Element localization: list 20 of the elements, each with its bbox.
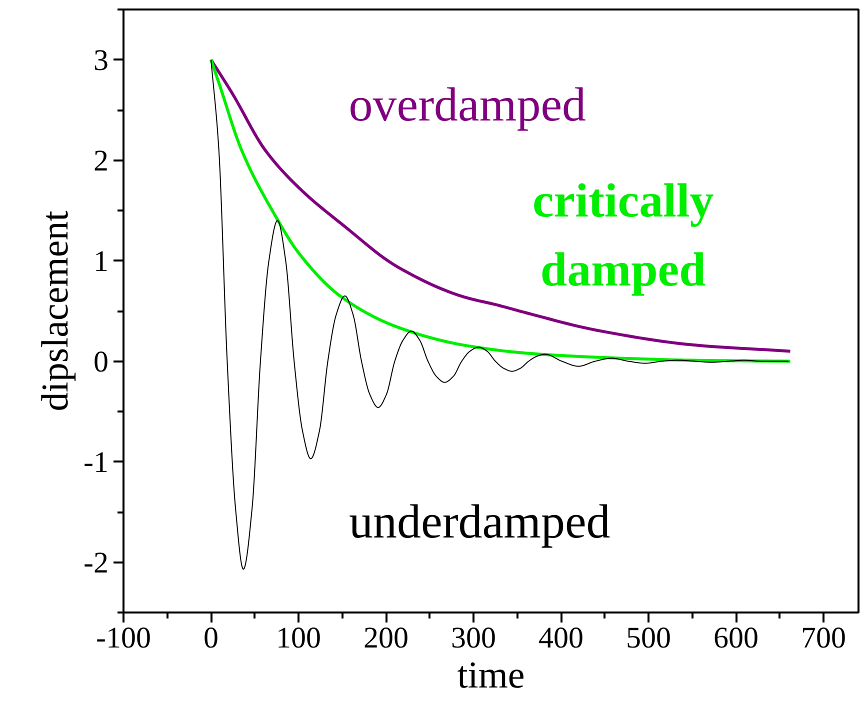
y-tick-label: 2	[94, 144, 108, 178]
x-tick-label: 300	[451, 622, 496, 654]
y-tick-label: -2	[84, 546, 109, 580]
x-tick-label: 500	[626, 622, 671, 654]
x-axis-title: time	[457, 654, 525, 696]
y-tick-label: 0	[94, 345, 108, 378]
series-label: overdamped	[348, 78, 586, 132]
x-tick-label: 100	[276, 622, 321, 654]
y-axis-title: dipslacement	[34, 210, 77, 412]
y-tick-label: -1	[84, 446, 109, 479]
y-tick-label: 1	[94, 244, 108, 278]
x-tick-label: 200	[364, 622, 408, 654]
x-tick-label: -100	[96, 622, 152, 654]
series-label: underdamped	[349, 496, 610, 549]
x-tick-label: 0	[204, 622, 218, 654]
x-tick-label: 600	[714, 622, 758, 654]
series-label: critically damped	[532, 174, 714, 297]
x-tick-label: 400	[538, 622, 584, 654]
y-tick-label: 3	[94, 44, 108, 77]
x-tick-label: 700	[801, 622, 846, 654]
